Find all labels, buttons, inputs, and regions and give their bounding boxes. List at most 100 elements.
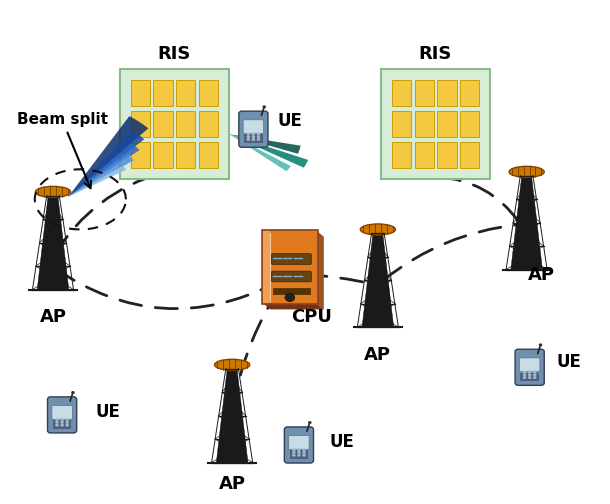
Ellipse shape — [215, 359, 249, 370]
Text: AP: AP — [364, 346, 392, 364]
Bar — [53, 420, 71, 429]
Bar — [460, 142, 479, 168]
FancyBboxPatch shape — [284, 427, 314, 463]
Bar — [154, 111, 173, 137]
Circle shape — [71, 391, 75, 394]
Circle shape — [297, 454, 301, 457]
Circle shape — [246, 133, 250, 136]
Bar — [460, 111, 479, 137]
Bar — [415, 142, 434, 168]
FancyBboxPatch shape — [520, 358, 540, 372]
Text: AP: AP — [218, 475, 246, 492]
Circle shape — [533, 373, 537, 376]
Bar — [199, 80, 218, 106]
Circle shape — [257, 135, 260, 138]
Polygon shape — [229, 134, 291, 171]
Bar — [392, 111, 411, 137]
FancyBboxPatch shape — [381, 70, 490, 179]
Polygon shape — [68, 130, 145, 197]
Polygon shape — [68, 116, 148, 197]
Bar — [392, 80, 411, 106]
Circle shape — [257, 133, 260, 136]
Circle shape — [302, 451, 306, 454]
Circle shape — [56, 418, 59, 421]
Circle shape — [302, 448, 306, 451]
Bar — [273, 288, 310, 294]
Bar — [415, 111, 434, 137]
Bar — [131, 111, 150, 137]
Circle shape — [65, 421, 69, 424]
Circle shape — [528, 376, 531, 379]
Circle shape — [523, 373, 526, 376]
Circle shape — [302, 454, 306, 457]
Circle shape — [60, 421, 64, 424]
Polygon shape — [37, 196, 69, 290]
Polygon shape — [317, 231, 324, 309]
Text: AP: AP — [528, 266, 555, 284]
FancyBboxPatch shape — [52, 406, 73, 419]
Text: RIS: RIS — [419, 45, 452, 63]
Bar — [415, 80, 434, 106]
FancyBboxPatch shape — [271, 271, 311, 282]
Bar — [437, 80, 456, 106]
FancyBboxPatch shape — [515, 349, 544, 386]
Circle shape — [251, 133, 255, 136]
Bar — [460, 80, 479, 106]
Text: AP: AP — [40, 308, 66, 326]
Circle shape — [523, 376, 526, 379]
Polygon shape — [68, 155, 134, 197]
Text: RIS: RIS — [158, 45, 191, 63]
FancyBboxPatch shape — [289, 435, 309, 450]
Bar — [290, 450, 308, 459]
Circle shape — [246, 135, 250, 138]
FancyBboxPatch shape — [262, 230, 318, 304]
Circle shape — [533, 376, 537, 379]
FancyBboxPatch shape — [243, 120, 264, 134]
Circle shape — [257, 138, 260, 141]
Polygon shape — [263, 303, 324, 309]
Circle shape — [292, 451, 296, 454]
Polygon shape — [229, 134, 308, 168]
Circle shape — [539, 343, 542, 346]
Bar — [176, 142, 195, 168]
Text: CPU: CPU — [290, 308, 331, 326]
Circle shape — [56, 421, 59, 424]
Circle shape — [533, 370, 537, 373]
Circle shape — [308, 421, 312, 424]
Polygon shape — [229, 134, 301, 154]
Bar — [131, 142, 150, 168]
Polygon shape — [362, 233, 393, 327]
Text: UE: UE — [557, 353, 582, 371]
FancyBboxPatch shape — [48, 397, 77, 433]
Circle shape — [528, 370, 531, 373]
Circle shape — [285, 293, 295, 301]
Circle shape — [65, 418, 69, 421]
FancyBboxPatch shape — [239, 111, 268, 147]
Text: Beam split: Beam split — [16, 112, 107, 188]
FancyBboxPatch shape — [271, 254, 311, 265]
Circle shape — [60, 418, 64, 421]
Bar — [199, 142, 218, 168]
Bar — [176, 111, 195, 137]
Bar — [392, 142, 411, 168]
Circle shape — [292, 454, 296, 457]
Circle shape — [297, 451, 301, 454]
Bar — [199, 111, 218, 137]
Text: UE: UE — [96, 403, 120, 421]
Bar — [244, 135, 263, 143]
Polygon shape — [68, 166, 126, 197]
Ellipse shape — [509, 166, 544, 177]
Polygon shape — [217, 369, 248, 463]
Bar — [520, 372, 539, 381]
Bar — [263, 231, 270, 303]
Polygon shape — [68, 143, 140, 197]
Bar — [154, 80, 173, 106]
Circle shape — [246, 138, 250, 141]
Circle shape — [528, 373, 531, 376]
Circle shape — [56, 424, 59, 427]
Circle shape — [65, 424, 69, 427]
Bar — [437, 111, 456, 137]
Circle shape — [262, 105, 266, 108]
FancyBboxPatch shape — [120, 70, 229, 179]
Text: UE: UE — [329, 433, 354, 452]
